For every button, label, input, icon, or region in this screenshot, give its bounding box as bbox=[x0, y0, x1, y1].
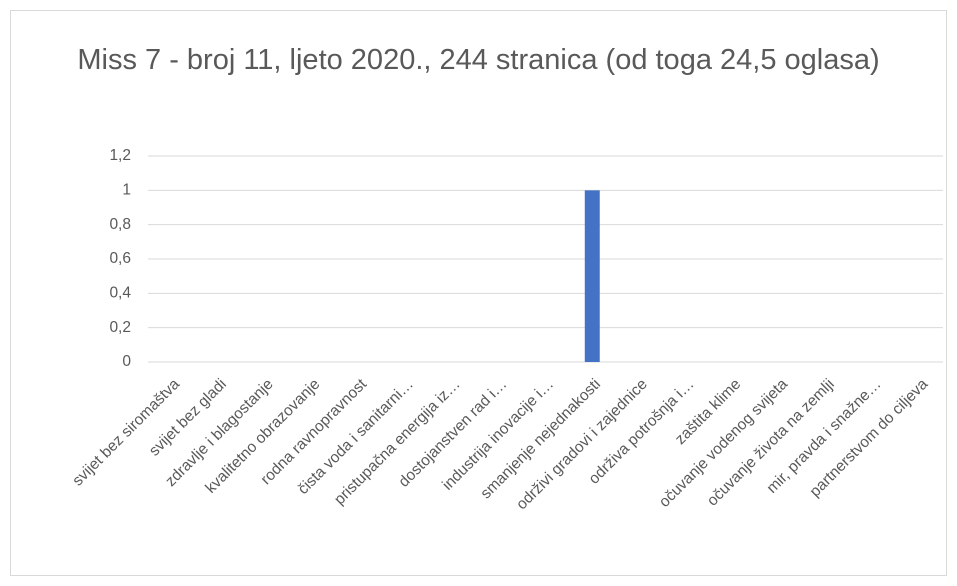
chart-title: Miss 7 - broj 11, ljeto 2020., 244 stran… bbox=[77, 44, 880, 76]
y-tick-label: 0,6 bbox=[109, 250, 131, 267]
y-tick-label: 0,2 bbox=[109, 319, 131, 336]
bar bbox=[584, 190, 600, 362]
y-tick-label: 0 bbox=[122, 353, 131, 370]
y-tick-label: 1,2 bbox=[109, 147, 131, 164]
y-tick-label: 0,4 bbox=[109, 284, 131, 301]
y-tick-label: 1 bbox=[122, 181, 131, 198]
y-tick-label: 0,8 bbox=[109, 216, 131, 233]
